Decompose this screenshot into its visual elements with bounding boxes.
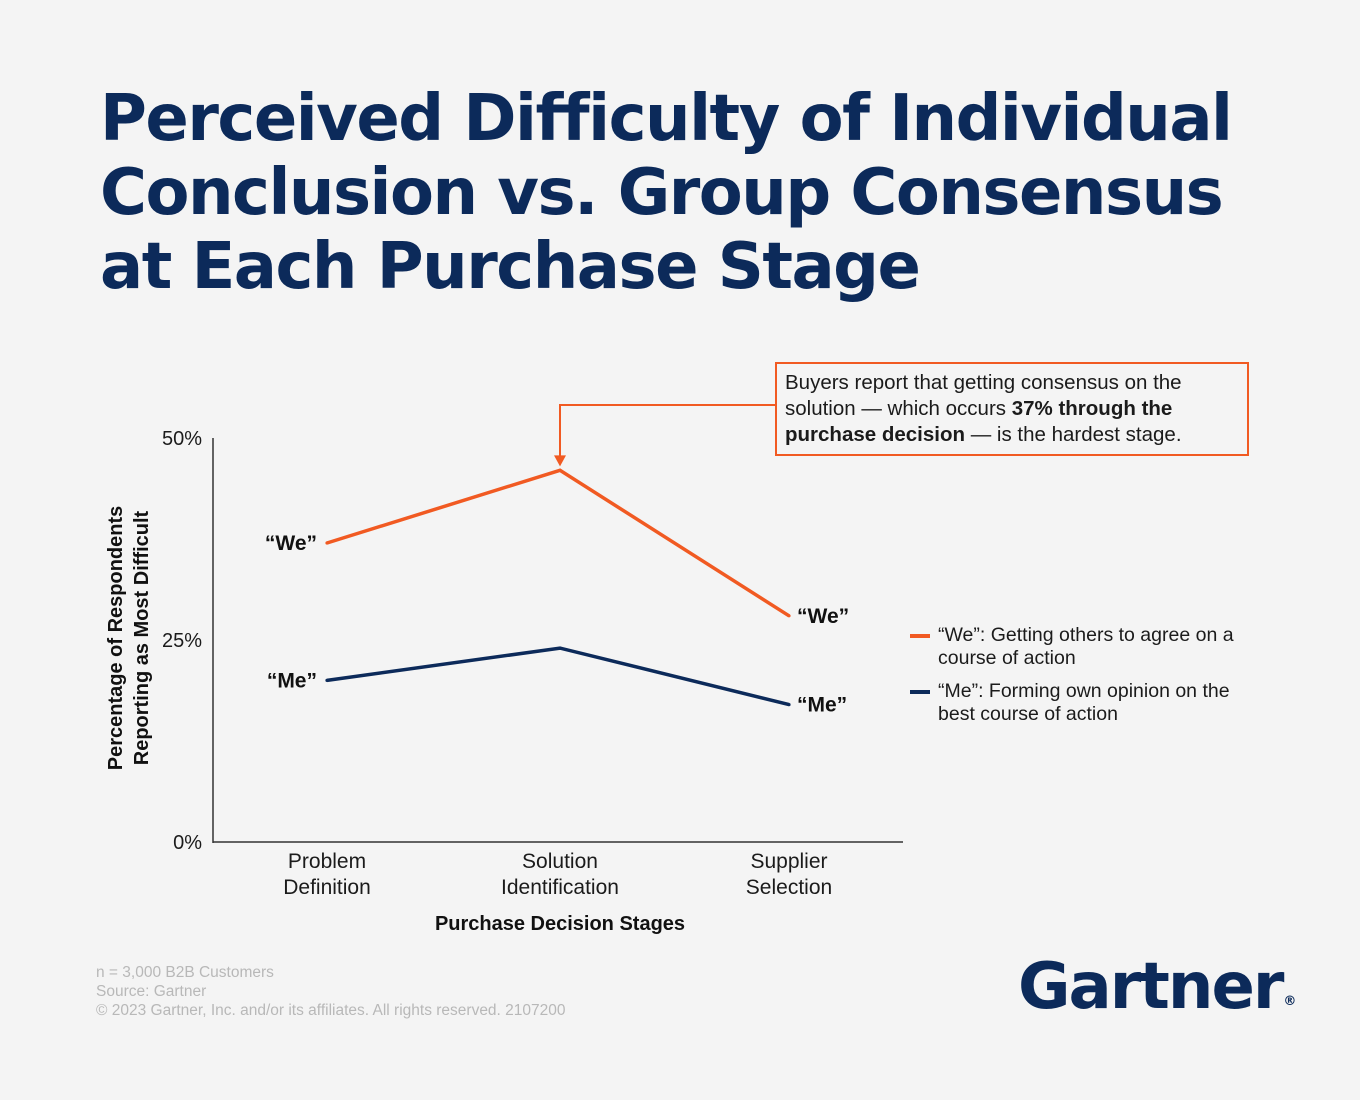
callout-text-bold: 37% through the purchase decision	[785, 397, 1173, 446]
callout-arrowhead	[554, 455, 566, 467]
legend-label-we: “We”: Getting others to agree on a cours…	[938, 624, 1234, 669]
legend-swatch-we	[910, 634, 930, 638]
series-line-we	[326, 468, 790, 618]
x-axis-title: Purchase Decision Stages	[435, 913, 685, 935]
x-tick-label: Definition	[283, 876, 371, 899]
x-tick-label: Solution	[522, 850, 598, 873]
registered-mark: ®	[1283, 994, 1297, 1009]
legend-item-me: “Me”: Forming own opinion on the best co…	[910, 680, 1240, 726]
data-point-we	[787, 614, 791, 618]
series-end-label-me: “Me”	[797, 694, 847, 717]
logo-text: Gartner	[1018, 950, 1284, 1024]
title-line-1: Perceived Difficulty of Individual	[100, 82, 1233, 156]
callout-connector-line	[559, 404, 775, 457]
legend-swatch-me	[910, 690, 930, 694]
chart-legend: “We”: Getting others to agree on a cours…	[910, 624, 1240, 736]
callout-text-start: Buyers report that getting consensus on …	[785, 371, 1182, 420]
y-tick-label: 0%	[173, 832, 202, 854]
footer-notes: n = 3,000 B2B Customers Source: Gartner …	[96, 963, 566, 1020]
y-tick-label: 50%	[162, 428, 202, 450]
series-start-label-we: “We”	[265, 532, 317, 555]
annotation-callout: Buyers report that getting consensus on …	[775, 362, 1249, 456]
data-point-we	[325, 541, 329, 545]
title-line-3: at Each Purchase Stage	[100, 230, 921, 304]
x-tick-label: Supplier	[750, 850, 827, 873]
copyright-note: © 2023 Gartner, Inc. and/or its affiliat…	[96, 1002, 566, 1019]
data-point-we	[558, 468, 562, 472]
legend-label-me: “Me”: Forming own opinion on the best co…	[938, 680, 1230, 725]
data-point-me	[325, 678, 329, 683]
x-tick-label: Problem	[288, 850, 366, 873]
series-end-label-we: “We”	[797, 605, 849, 628]
x-tick-label: Identification	[501, 876, 619, 899]
series-start-label-me: “Me”	[267, 669, 317, 692]
data-point-me	[787, 703, 791, 707]
legend-item-we: “We”: Getting others to agree on a cours…	[910, 624, 1240, 670]
x-tick-label: Selection	[746, 876, 832, 899]
chart-title: Perceived Difficulty of Individual Concl…	[100, 82, 1280, 304]
y-axis-title-line: Reporting as Most Difficult	[131, 510, 153, 765]
callout-text-end: — is the hardest stage.	[965, 423, 1182, 446]
gartner-logo: Gartner®	[1018, 950, 1296, 1024]
y-axis-title-line: Percentage of Respondents	[105, 506, 127, 771]
data-point-me	[558, 646, 562, 650]
source-note: Source: Gartner	[96, 983, 207, 1000]
series-line-me	[326, 646, 790, 707]
y-tick-label: 25%	[162, 630, 202, 652]
sample-size-note: n = 3,000 B2B Customers	[96, 964, 274, 981]
title-line-2: Conclusion vs. Group Consensus	[100, 156, 1224, 230]
